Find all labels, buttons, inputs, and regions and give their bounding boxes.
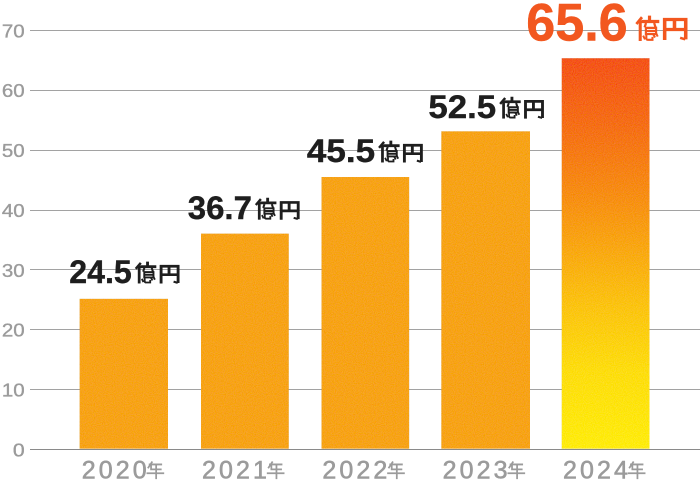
svg-text:70: 70 [2, 20, 25, 41]
svg-text:50: 50 [2, 140, 25, 161]
svg-text:2020: 2020 [82, 457, 150, 480]
svg-text:2023: 2023 [443, 457, 511, 480]
svg-text:65.6: 65.6 [526, 0, 628, 53]
svg-text:40: 40 [2, 200, 25, 221]
svg-text:36.7: 36.7 [188, 190, 252, 226]
svg-text:2022: 2022 [322, 457, 390, 480]
svg-text:60: 60 [2, 80, 25, 101]
svg-text:52.5: 52.5 [428, 89, 496, 125]
svg-text:30: 30 [2, 260, 25, 281]
svg-text:2021: 2021 [202, 457, 270, 480]
svg-text:45.5: 45.5 [307, 133, 375, 169]
svg-text:2024: 2024 [563, 457, 631, 480]
svg-text:10: 10 [2, 380, 25, 401]
svg-text:20: 20 [2, 320, 25, 341]
svg-text:24.5: 24.5 [69, 254, 132, 290]
svg-text:0: 0 [13, 440, 25, 461]
